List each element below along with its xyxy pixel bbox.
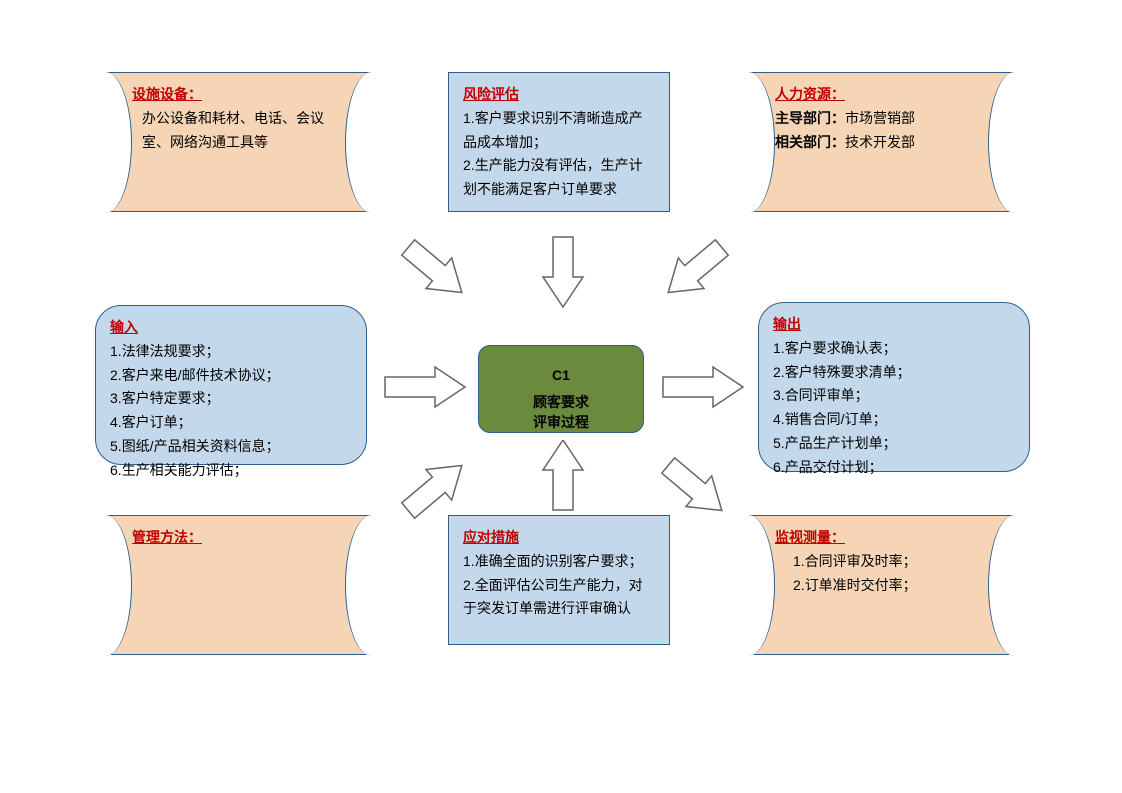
output-item-6: 6.产品交付计划； <box>773 456 1015 480</box>
center-line2: 评审过程 <box>489 409 633 436</box>
input-item-5: 5.图纸/产品相关资料信息； <box>110 435 352 459</box>
arrow-risk-icon <box>533 222 593 312</box>
arrow-monitoring-icon <box>650 448 740 528</box>
countermeasures-box: 应对措施 1.准确全面的识别客户要求； 2.全面评估公司生产能力，对于突发订单需… <box>448 515 670 645</box>
hr-box: 人力资源： 主导部门：市场营销部 相关部门：技术开发部 <box>738 72 1024 212</box>
arrow-management-icon <box>390 448 480 528</box>
countermeasures-item-2: 2.全面评估公司生产能力，对于突发订单需进行评审确认 <box>463 574 655 622</box>
arrow-hr-icon <box>650 230 740 310</box>
output-title: 输出 <box>773 313 1015 337</box>
center-process: C1 顾客要求 评审过程 <box>478 345 644 433</box>
facilities-box: 设施设备： 办公设备和耗材、电话、会议室、网络沟通工具等 <box>95 72 381 212</box>
hr-title: 人力资源： <box>775 83 987 107</box>
output-item-3: 3.合同评审单； <box>773 384 1015 408</box>
input-item-4: 4.客户订单； <box>110 411 352 435</box>
risk-item-1: 1.客户要求识别不清晰造成产品成本增加； <box>463 107 655 155</box>
output-box: 输出 1.客户要求确认表； 2.客户特殊要求清单； 3.合同评审单； 4.销售合… <box>758 302 1030 472</box>
arrow-countermeasures-icon <box>533 440 593 520</box>
monitoring-item-1: 1.合同评审及时率； <box>775 550 987 574</box>
input-item-1: 1.法律法规要求； <box>110 340 352 364</box>
countermeasures-item-1: 1.准确全面的识别客户要求； <box>463 550 655 574</box>
risk-title: 风险评估 <box>463 83 655 107</box>
output-item-2: 2.客户特殊要求清单； <box>773 361 1015 385</box>
monitoring-box: 监视测量： 1.合同评审及时率； 2.订单准时交付率； <box>738 515 1024 655</box>
input-item-6: 6.生产相关能力评估； <box>110 459 352 483</box>
risk-item-2: 2.生产能力没有评估，生产计划不能满足客户订单要求 <box>463 154 655 202</box>
hr-lead: 主导部门：市场营销部 <box>775 107 987 131</box>
management-box: 管理方法： <box>95 515 381 655</box>
output-item-4: 4.销售合同/订单； <box>773 408 1015 432</box>
input-item-2: 2.客户来电/邮件技术协议； <box>110 364 352 388</box>
output-item-1: 1.客户要求确认表； <box>773 337 1015 361</box>
output-item-5: 5.产品生产计划单； <box>773 432 1015 456</box>
hr-related: 相关部门：技术开发部 <box>775 131 987 155</box>
facilities-body: 办公设备和耗材、电话、会议室、网络沟通工具等 <box>132 107 344 155</box>
management-title: 管理方法： <box>132 526 344 550</box>
arrow-facilities-icon <box>390 230 480 310</box>
arrow-input-icon <box>380 362 470 412</box>
input-title: 输入 <box>110 316 352 340</box>
monitoring-item-2: 2.订单准时交付率； <box>775 574 987 598</box>
center-code: C1 <box>489 362 633 389</box>
monitoring-title: 监视测量： <box>775 526 987 550</box>
risk-box: 风险评估 1.客户要求识别不清晰造成产品成本增加； 2.生产能力没有评估，生产计… <box>448 72 670 212</box>
countermeasures-title: 应对措施 <box>463 526 655 550</box>
input-item-3: 3.客户特定要求； <box>110 387 352 411</box>
input-box: 输入 1.法律法规要求； 2.客户来电/邮件技术协议； 3.客户特定要求； 4.… <box>95 305 367 465</box>
facilities-title: 设施设备： <box>132 83 344 107</box>
arrow-output-icon <box>658 362 748 412</box>
